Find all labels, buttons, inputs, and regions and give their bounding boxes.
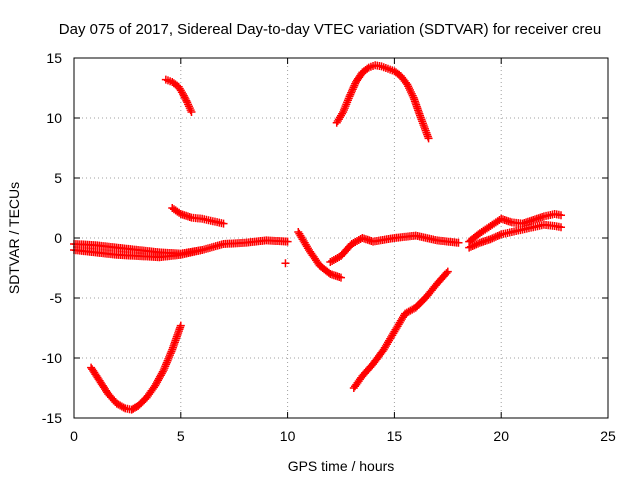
- y-tick-label: 10: [46, 110, 62, 126]
- axis-ticks: 0 5 10 15 20 25 -15 -10 -5 0 5 10 15: [42, 50, 616, 444]
- data-point: [404, 82, 413, 91]
- y-tick-label: 0: [54, 230, 62, 246]
- y-tick-label: -10: [42, 350, 62, 366]
- data-point: [161, 362, 170, 371]
- data-point: [486, 235, 495, 244]
- x-tick-label: 25: [600, 428, 616, 444]
- data-point: [405, 86, 414, 95]
- data-point: [557, 211, 566, 220]
- data-point: [493, 232, 502, 240]
- series-arc-upper-midday: [332, 61, 433, 143]
- series-rising-late-a: [465, 210, 566, 246]
- y-tick-label: 15: [46, 50, 62, 66]
- data-point: [154, 376, 163, 385]
- data-point: [472, 240, 481, 249]
- series-arc-small-morning: [168, 204, 228, 228]
- data-point: [468, 242, 477, 250]
- data-point: [347, 88, 356, 97]
- x-axis-label: GPS time / hours: [288, 458, 395, 474]
- data-point: [405, 84, 414, 93]
- data-point: [281, 259, 290, 268]
- data-point: [162, 358, 171, 367]
- data-point: [119, 403, 128, 412]
- x-tick-label: 15: [387, 428, 403, 444]
- data-point: [153, 378, 162, 387]
- data-point: [348, 85, 357, 94]
- data-point: [155, 372, 164, 381]
- data-point: [154, 374, 163, 383]
- data-point: [347, 87, 356, 95]
- data-point: [474, 239, 483, 248]
- data-point: [163, 356, 172, 365]
- series-dip-around-11h: [294, 228, 345, 282]
- data-point: [158, 367, 167, 376]
- data-point: [470, 241, 479, 250]
- data-point: [490, 233, 499, 242]
- data-point: [162, 360, 171, 369]
- data-point: [465, 243, 474, 252]
- series-band-near-zero-b: [70, 240, 207, 258]
- data-point: [346, 90, 355, 99]
- data-point: [466, 242, 475, 251]
- data-point: [454, 238, 463, 247]
- chart-title: Day 075 of 2017, Sidereal Day-to-day VTE…: [59, 21, 601, 38]
- data-point: [157, 369, 166, 378]
- data-point: [176, 321, 185, 330]
- grid-lines: [74, 58, 608, 418]
- data-point: [443, 267, 452, 276]
- data-point: [495, 231, 504, 240]
- data-point: [488, 234, 497, 243]
- y-tick-label: -15: [42, 410, 62, 426]
- data-point: [408, 91, 417, 100]
- data-point: [165, 353, 174, 362]
- data-point: [557, 223, 566, 232]
- data-point: [182, 96, 191, 105]
- y-axis-label: SDTVAR / TECUs: [6, 182, 22, 294]
- data-point: [491, 232, 500, 241]
- data-point: [164, 354, 173, 363]
- x-tick-label: 0: [70, 428, 78, 444]
- series-rising-late-b: [465, 220, 566, 252]
- data-points: [70, 61, 566, 414]
- x-tick-label: 5: [177, 428, 185, 444]
- data-point: [166, 349, 175, 358]
- data-point: [151, 381, 160, 390]
- data-point: [338, 109, 347, 118]
- data-point: [165, 351, 174, 360]
- data-point: [283, 237, 292, 246]
- data-point: [159, 366, 168, 374]
- data-point: [337, 273, 345, 282]
- data-point: [424, 134, 433, 143]
- data-point: [403, 80, 412, 89]
- series-arc-rising-afternoon: [349, 267, 452, 392]
- plot-frame: [73, 57, 609, 419]
- data-point: [345, 92, 354, 101]
- data-point: [187, 108, 196, 116]
- data-point: [350, 81, 359, 90]
- data-point: [442, 269, 451, 278]
- data-point: [152, 379, 161, 388]
- data-point: [406, 87, 415, 96]
- series-arc-upper-early: [161, 75, 196, 116]
- x-tick-label: 10: [280, 428, 296, 444]
- series-band-midday: [326, 231, 463, 266]
- data-point: [175, 208, 184, 217]
- data-point: [167, 347, 176, 356]
- data-point: [156, 371, 165, 380]
- data-point: [349, 83, 358, 92]
- series-single-at-10h: [281, 259, 290, 268]
- series-arc-low-morning: [87, 321, 185, 414]
- y-tick-label: 5: [54, 170, 62, 186]
- data-point: [198, 246, 207, 254]
- data-point: [219, 219, 228, 228]
- data-point: [407, 89, 416, 98]
- y-tick-label: -5: [50, 290, 63, 306]
- data-point: [160, 364, 169, 373]
- x-tick-label: 20: [493, 428, 509, 444]
